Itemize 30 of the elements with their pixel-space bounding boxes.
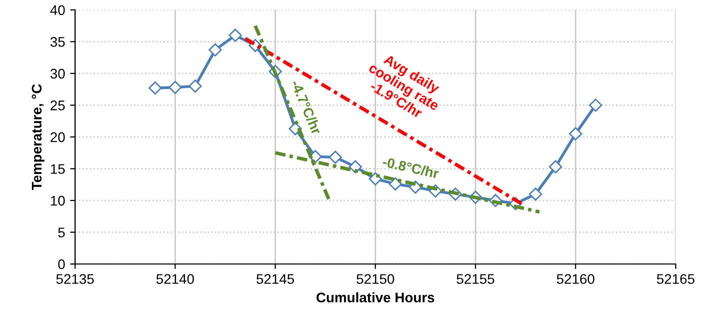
point [548, 160, 562, 174]
x-axis-title: Cumulative Hours [316, 292, 434, 302]
y-tick-label: 30 [50, 68, 65, 79]
point [388, 177, 402, 191]
point [328, 150, 342, 164]
point [589, 98, 602, 112]
x-tick-label: 52160 [556, 274, 594, 284]
x-tick-label: 52165 [656, 274, 694, 284]
y-tick-label: 10 [50, 196, 65, 206]
y-tick-label: 20 [50, 132, 65, 142]
point [568, 127, 582, 140]
y-tick-label: 15 [50, 164, 65, 174]
point [228, 28, 242, 42]
y-axis-title: Temperature, °C [32, 84, 44, 190]
y-tick-label: 25 [50, 100, 65, 110]
y-tick-label: 5 [58, 228, 65, 238]
point [528, 188, 542, 201]
x-tick-label: 52135 [56, 274, 94, 284]
x-tick-label: 52155 [456, 274, 494, 284]
y-tick-label: 35 [50, 36, 65, 47]
y-tick-label: 0 [58, 259, 65, 270]
x-tick-label: 52140 [156, 274, 194, 284]
x-tick-label: 52145 [256, 274, 294, 284]
point [208, 43, 222, 57]
y-tick-label: 40 [50, 5, 65, 16]
point [148, 81, 162, 95]
text: -0.8°C/hr [382, 156, 440, 179]
point [168, 80, 182, 94]
point [188, 80, 202, 93]
x-tick-label: 52150 [356, 274, 394, 284]
